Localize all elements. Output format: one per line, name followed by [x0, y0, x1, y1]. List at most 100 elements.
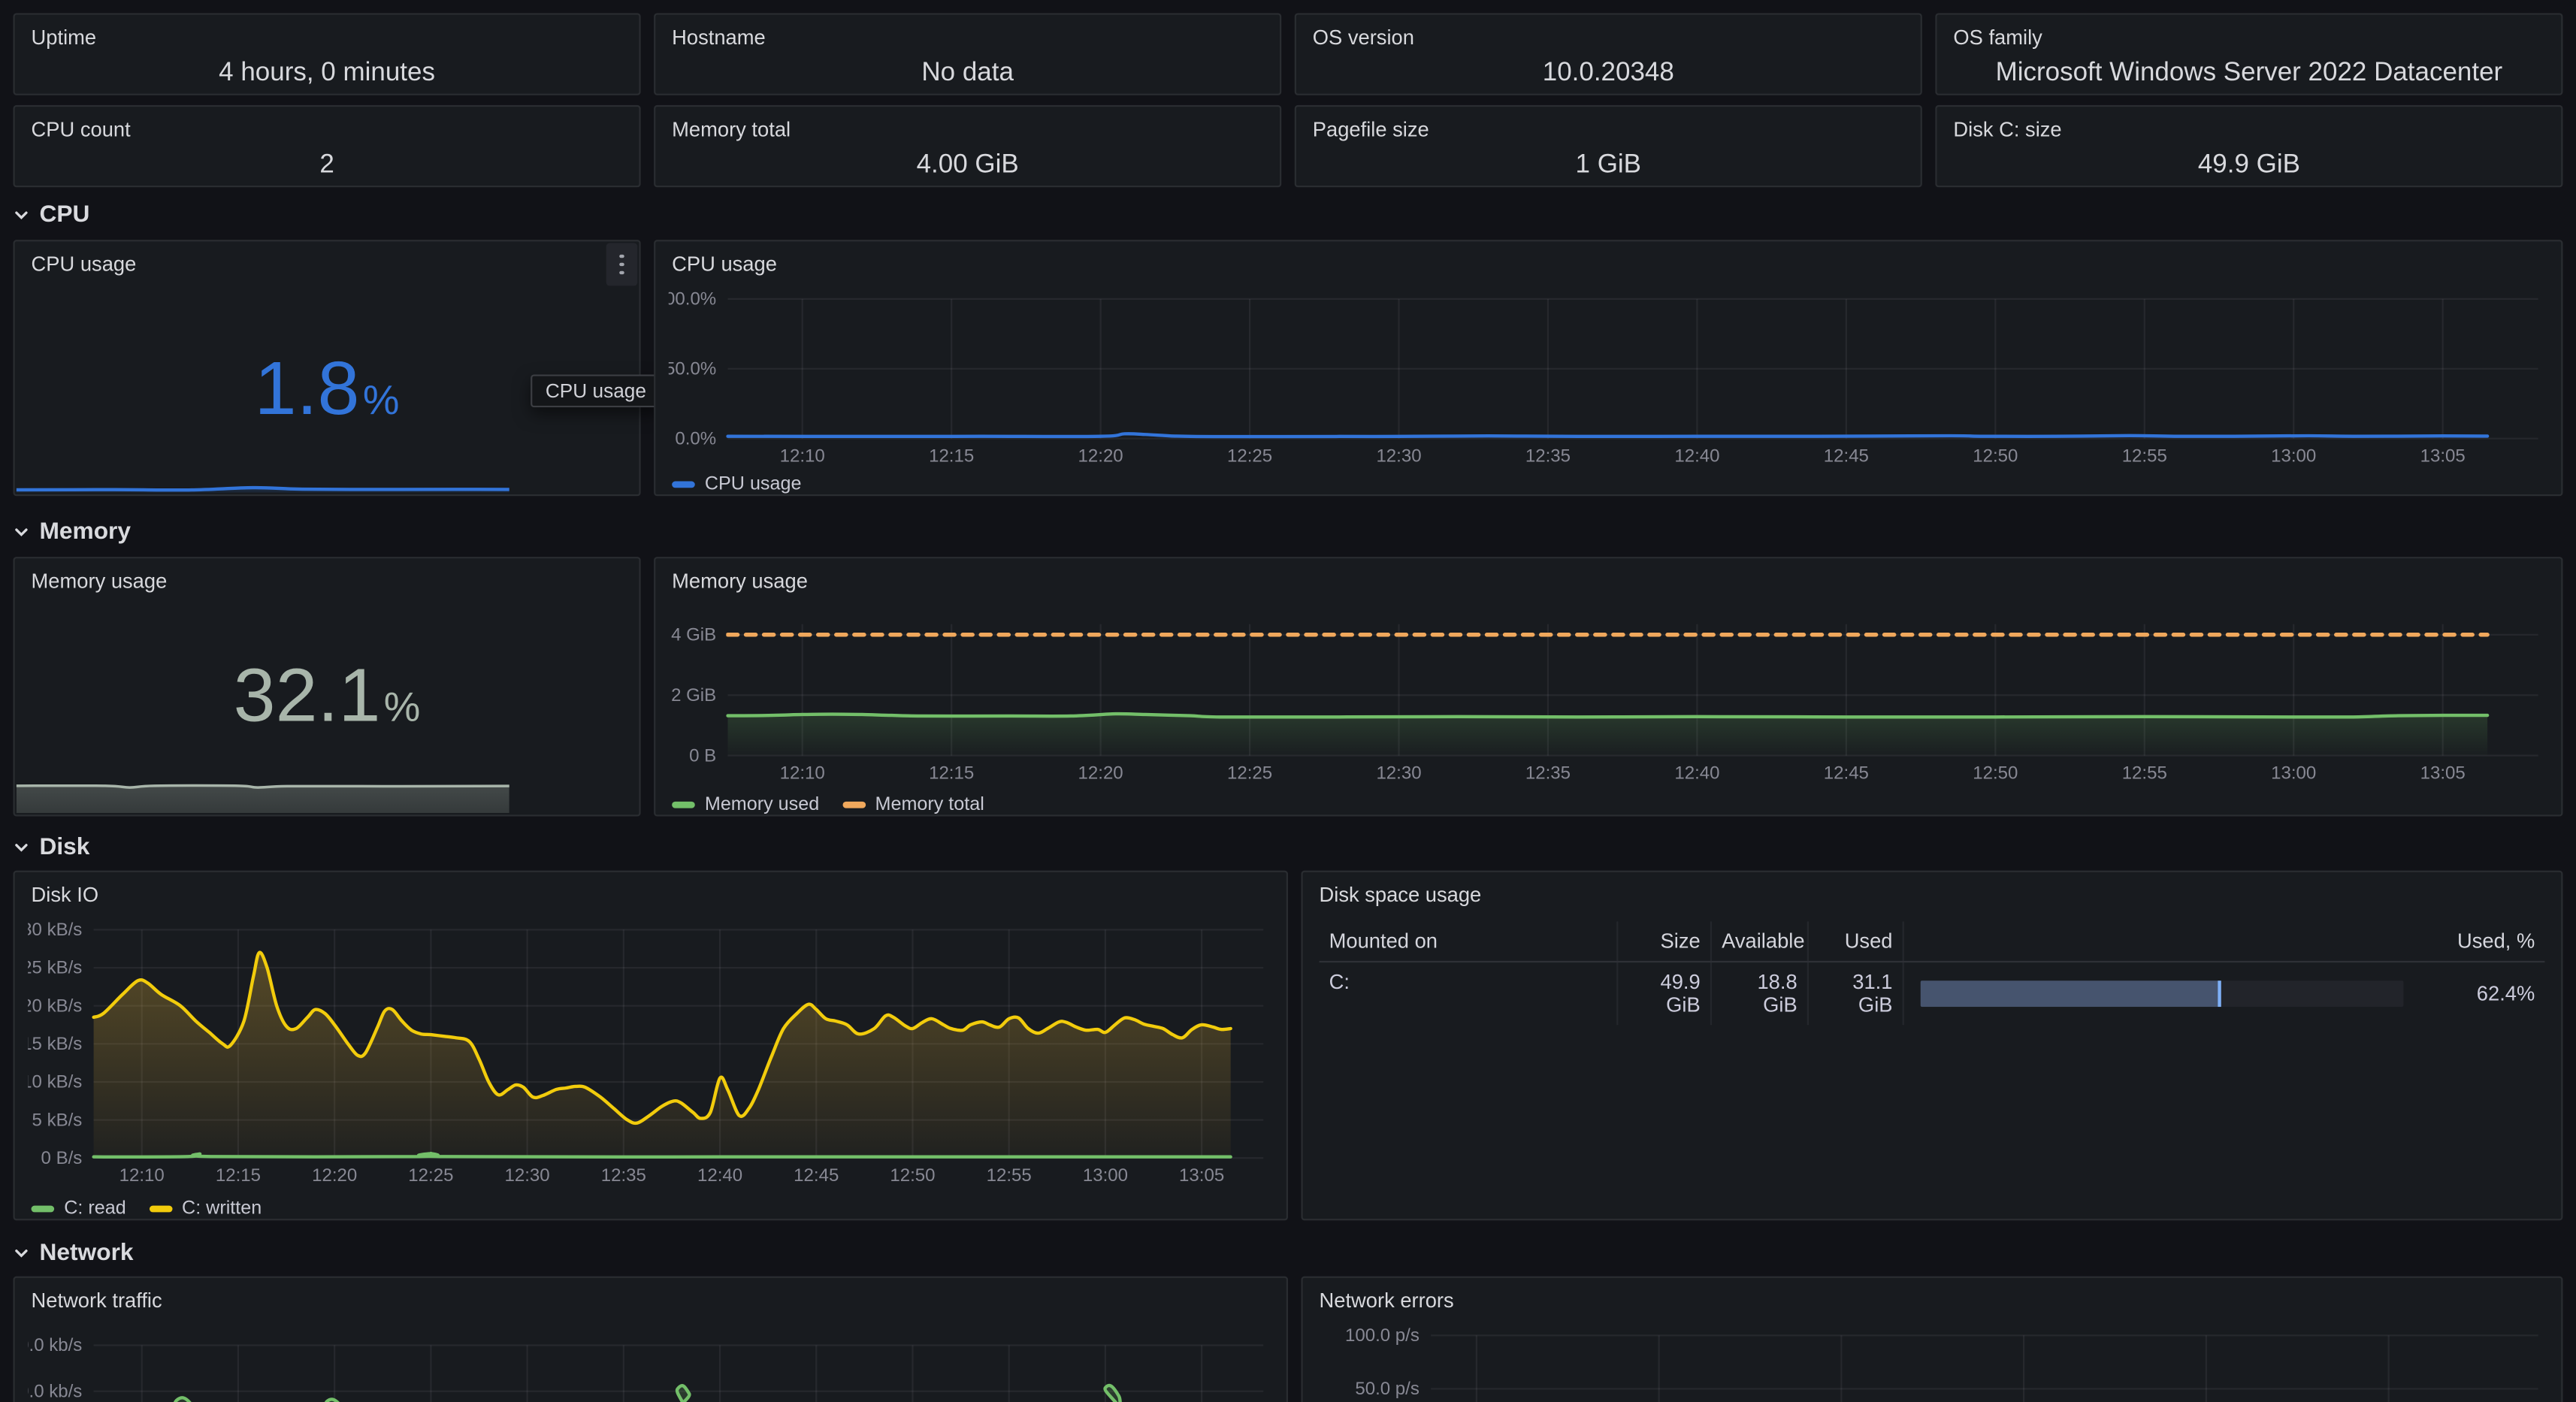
svg-text:5 kB/s: 5 kB/s — [32, 1110, 83, 1130]
panel-title: Memory total — [672, 118, 791, 142]
memory-usage-chart-panel: Memory usage 12:10 12:15 12:20 12:25 12:30 12… — [654, 557, 2563, 817]
section-header-network[interactable]: Network — [13, 1235, 134, 1271]
memory-usage-chart[interactable]: 12:10 12:15 12:20 12:25 12:30 12:35 12:40 12:45… — [669, 601, 2548, 788]
svg-text:12:35: 12:35 — [1525, 446, 1571, 466]
svg-text:12:50: 12:50 — [1973, 763, 2018, 783]
section-header-cpu[interactable]: CPU — [13, 197, 89, 233]
section-title: Memory — [39, 518, 132, 545]
legend-item[interactable]: Memory used — [672, 795, 819, 814]
network-traffic-chart[interactable]: 20.0 kb/s 40.0 kb/s — [28, 1321, 1273, 1402]
stat-panel-os-family: OS family Microsoft Windows Server 2022 … — [1935, 13, 2563, 95]
table-header-row: Mounted on Size Available Used Used, % — [1319, 921, 2545, 963]
panel-title: Hostname — [672, 26, 766, 50]
stat-value: 2 — [319, 151, 334, 180]
network-errors-chart-panel: Network errors 50.0 p/s 100.0 p/s — [1301, 1276, 2563, 1402]
svg-text:15 kB/s: 15 kB/s — [28, 1034, 82, 1054]
svg-text:12:40: 12:40 — [1674, 446, 1719, 466]
stat-value: 4 hours, 0 minutes — [219, 59, 435, 87]
stat-panel-hostname: Hostname No data — [654, 13, 1282, 95]
svg-text:12:40: 12:40 — [697, 1165, 742, 1186]
stat-value: 49.9 GiB — [2197, 151, 2300, 180]
panel-title: Disk space usage — [1319, 884, 1482, 907]
memory-usage-value: 32.1 % — [233, 651, 421, 738]
chart-legend: CPU usage — [655, 468, 2561, 497]
cell-used: 31.1 GiB — [1809, 962, 1904, 1026]
panel-title: Network traffic — [31, 1289, 162, 1313]
svg-text:12:55: 12:55 — [2122, 763, 2167, 783]
panel-title: CPU usage — [31, 252, 137, 276]
svg-text:12:45: 12:45 — [794, 1165, 839, 1186]
chevron-down-icon — [15, 211, 28, 219]
disk-io-chart[interactable]: 12:10 12:15 12:20 12:25 12:30 12:35 12:40 12:45… — [28, 915, 1273, 1192]
panel-menu-kebab-icon[interactable] — [606, 243, 638, 286]
cpu-usage-stat-panel: CPU usage 1.8 % CPU usage — [13, 240, 661, 497]
svg-text:12:45: 12:45 — [1824, 763, 1869, 783]
svg-text:12:25: 12:25 — [1227, 446, 1272, 466]
col-header-used-pct[interactable]: Used, % — [2457, 929, 2535, 953]
cell-mounted-on: C: — [1320, 962, 1619, 1026]
usage-bar-edge — [2218, 980, 2222, 1008]
panel-title: OS family — [1953, 26, 2042, 50]
cpu-usage-value: 1.8 % — [254, 345, 400, 431]
svg-text:12:55: 12:55 — [987, 1165, 1032, 1186]
disk-space-usage-panel: Disk space usage Mounted on Size Availab… — [1301, 870, 2563, 1221]
svg-text:12:20: 12:20 — [1078, 763, 1123, 783]
network-errors-chart[interactable]: 50.0 p/s 100.0 p/s — [1316, 1321, 2548, 1402]
section-header-disk[interactable]: Disk — [13, 829, 89, 866]
svg-text:12:10: 12:10 — [780, 763, 825, 783]
panel-title: Pagefile size — [1312, 118, 1429, 142]
svg-text:12:55: 12:55 — [2122, 446, 2167, 466]
svg-text:0 B/s: 0 B/s — [41, 1148, 83, 1168]
legend-series-label: Memory total — [875, 795, 984, 815]
svg-text:4 GiB: 4 GiB — [671, 624, 716, 645]
usage-bar-fill — [1920, 980, 2222, 1008]
cell-used-bar — [1904, 972, 2420, 1015]
panel-title: Memory usage — [672, 570, 808, 594]
col-header-available[interactable]: Available — [1712, 921, 1810, 961]
stat-panel-pagefile-size: Pagefile size 1 GiB — [1294, 104, 1922, 188]
svg-text:50.0 p/s: 50.0 p/s — [1355, 1379, 1420, 1399]
stat-panel-os-version: OS version 10.0.20348 — [1294, 13, 1922, 95]
svg-text:12:25: 12:25 — [1227, 763, 1272, 783]
svg-text:12:20: 12:20 — [312, 1165, 357, 1186]
svg-text:13:00: 13:00 — [2271, 446, 2316, 466]
chart-legend: C: read C: written — [15, 1192, 1286, 1222]
svg-text:12:35: 12:35 — [601, 1165, 646, 1186]
col-header-size[interactable]: Size — [1618, 921, 1713, 961]
legend-item[interactable]: C: written — [149, 1199, 262, 1219]
series-tooltip: CPU usage — [531, 374, 661, 408]
col-header-mounted-on[interactable]: Mounted on — [1320, 921, 1619, 961]
chevron-down-icon — [15, 1249, 28, 1258]
cell-used-pct: 62.4% — [2476, 982, 2535, 1005]
legend-series-marker — [149, 1205, 172, 1213]
memory-usage-stat-panel: Memory usage 32.1 % — [13, 557, 641, 817]
chevron-down-icon — [15, 844, 28, 852]
svg-text:12:50: 12:50 — [890, 1165, 935, 1186]
legend-series-marker — [672, 481, 695, 488]
svg-text:20 kB/s: 20 kB/s — [28, 996, 82, 1016]
svg-text:13:05: 13:05 — [2420, 763, 2466, 783]
svg-text:13:05: 13:05 — [1179, 1165, 1224, 1186]
svg-text:12:40: 12:40 — [1674, 763, 1719, 783]
svg-text:0 B: 0 B — [689, 745, 716, 766]
svg-text:50.0%: 50.0% — [669, 358, 716, 379]
cell-size: 49.9 GiB — [1618, 962, 1713, 1026]
legend-item[interactable]: C: read — [31, 1199, 126, 1219]
section-header-memory[interactable]: Memory — [13, 514, 131, 550]
svg-text:12:15: 12:15 — [929, 763, 974, 783]
stat-panel-cpu-count: CPU count 2 — [13, 104, 641, 188]
col-header-used[interactable]: Used — [1809, 921, 1904, 961]
svg-text:13:05: 13:05 — [2420, 446, 2466, 466]
cpu-usage-sparkline — [16, 485, 509, 493]
legend-series-label: Memory used — [704, 795, 820, 815]
legend-item[interactable]: CPU usage — [672, 475, 801, 494]
col-header-used-bar — [1904, 933, 2420, 950]
disk-io-chart-panel: Disk IO 12:10 12:15 12:20 12:25 12:30 12:35 12… — [13, 870, 1288, 1222]
svg-text:2 GiB: 2 GiB — [671, 685, 716, 706]
svg-text:40.0 kb/s: 40.0 kb/s — [28, 1335, 82, 1355]
legend-item[interactable]: Memory total — [842, 795, 984, 814]
svg-text:12:30: 12:30 — [1376, 763, 1421, 783]
stat-panel-uptime: Uptime 4 hours, 0 minutes — [13, 13, 641, 95]
cpu-usage-chart[interactable]: 12:10 12:15 12:20 12:25 12:30 12:35 12:40 12:45… — [669, 284, 2548, 468]
panel-title: Disk IO — [31, 884, 99, 907]
